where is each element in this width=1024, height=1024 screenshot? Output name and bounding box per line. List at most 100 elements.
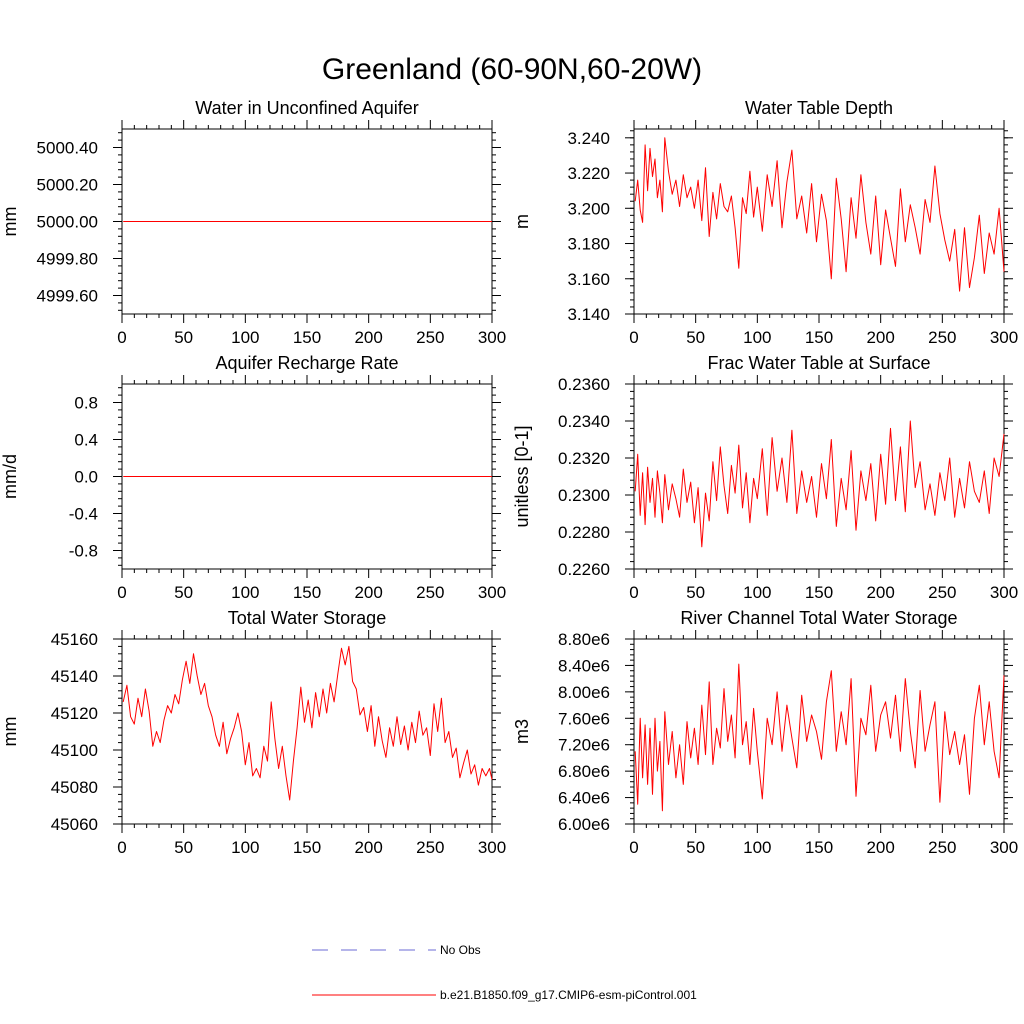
panel-water-in-unconfined-aquifer-ytick-label: 5000.00 [37,213,98,232]
panel-frac-water-table-at-surface-ytick-label: 0.2360 [558,375,610,394]
panel-water-in-unconfined-aquifer-ytick-label: 4999.80 [37,250,98,269]
panel-water-in-unconfined-aquifer-xtick-label: 150 [293,328,321,347]
panel-aquifer-recharge-rate-xtick-label: 300 [478,583,506,602]
panel-total-water-storage-xtick-label: 100 [231,838,259,857]
panel-total-water-storage-xtick-label: 0 [117,838,126,857]
panel-river-channel-total-water-storage-title: River Channel Total Water Storage [680,608,957,628]
panel-total-water-storage-ytick-label: 45160 [51,630,98,649]
panel-total-water-storage-xtick-label: 200 [354,838,382,857]
panel-total-water-storage-series-line [122,645,493,801]
panel-frac-water-table-at-surface-ytick-label: 0.2300 [558,486,610,505]
panel-water-in-unconfined-aquifer-xtick-label: 100 [231,328,259,347]
panel-aquifer-recharge-rate-xtick-label: 200 [354,583,382,602]
panel-river-channel-total-water-storage-xtick-label: 100 [743,838,771,857]
panel-aquifer-recharge-rate-xtick-label: 100 [231,583,259,602]
panel-water-table-depth-ytick-label: 3.160 [567,270,610,289]
panel-water-in-unconfined-aquifer: Water in Unconfined Aquifer 0 50 100 150 200 2… [0,98,506,347]
panel-river-channel-total-water-storage-ytick-label: 8.40e6 [558,656,610,675]
panel-total-water-storage-ytick-label: 45120 [51,704,98,723]
panel-river-channel-total-water-storage-ylabel: m3 [512,719,532,744]
panel-water-in-unconfined-aquifer-ylabel: mm [0,207,20,237]
main-title: Greenland (60-90N,60-20W) [322,53,702,86]
panel-aquifer-recharge-rate-ytick-label: -0.4 [69,505,98,524]
panel-aquifer-recharge-rate-title: Aquifer Recharge Rate [215,353,398,373]
panel-total-water-storage-xtick-label: 150 [293,838,321,857]
panel-water-in-unconfined-aquifer-xtick-label: 200 [354,328,382,347]
panel-frac-water-table-at-surface-ytick-label: 0.2320 [558,449,610,468]
panel-water-in-unconfined-aquifer-xtick-label: 0 [117,328,126,347]
panel-water-in-unconfined-aquifer-title: Water in Unconfined Aquifer [195,98,418,118]
panel-total-water-storage-ylabel: mm [0,717,20,747]
panel-water-in-unconfined-aquifer-ytick-label: 4999.60 [37,287,98,306]
panel-total-water-storage-frame [121,638,493,825]
panel-river-channel-total-water-storage-ytick-label: 8.00e6 [558,683,610,702]
panel-water-table-depth-ytick-label: 3.180 [567,235,610,254]
panel-water-table-depth-ytick-label: 3.240 [567,129,610,148]
panel-water-table-depth-series-line [634,137,1005,292]
panel-river-channel-total-water-storage-frame [633,638,1005,825]
panel-frac-water-table-at-surface-ytick-label: 0.2280 [558,523,610,542]
panel-frac-water-table-at-surface-xtick-label: 0 [629,583,638,602]
panel-river-channel-total-water-storage-xtick-label: 150 [805,838,833,857]
panel-total-water-storage-title: Total Water Storage [228,608,386,628]
panel-water-table-depth-xtick-label: 300 [990,328,1018,347]
panel-water-table-depth-xtick-label: 150 [805,328,833,347]
panel-river-channel-total-water-storage-ytick-label: 6.00e6 [558,815,610,834]
panel-frac-water-table-at-surface-xtick-label: 150 [805,583,833,602]
panel-water-table-depth-xtick-label: 200 [866,328,894,347]
panel-river-channel-total-water-storage: River Channel Total Water Storage 0 50 100 1… [512,608,1018,857]
panel-river-channel-total-water-storage-ytick-label: 6.80e6 [558,762,610,781]
panel-aquifer-recharge-rate-ytick-label: 0.4 [74,431,98,450]
panel-total-water-storage-ytick-label: 45140 [51,667,98,686]
panel-total-water-storage-xtick-label: 50 [174,838,193,857]
legend-label-no-obs: No Obs [440,943,481,957]
panel-river-channel-total-water-storage-xtick-label: 0 [629,838,638,857]
panel-water-table-depth-ytick-label: 3.220 [567,164,610,183]
panel-water-in-unconfined-aquifer-xtick-label: 300 [478,328,506,347]
panel-water-in-unconfined-aquifer-xtick-label: 250 [416,328,444,347]
panel-aquifer-recharge-rate-xtick-label: 0 [117,583,126,602]
panel-frac-water-table-at-surface-xtick-label: 200 [866,583,894,602]
panel-aquifer-recharge-rate-ytick-label: 0.8 [74,394,98,413]
panel-river-channel-total-water-storage-series-line [634,663,1005,812]
panel-aquifer-recharge-rate-xtick-label: 250 [416,583,444,602]
panel-aquifer-recharge-rate-xtick-label: 150 [293,583,321,602]
panel-river-channel-total-water-storage-xtick-label: 50 [686,838,705,857]
panel-water-table-depth-ytick-label: 3.200 [567,199,610,218]
panel-water-in-unconfined-aquifer-ytick-label: 5000.40 [37,139,98,158]
panel-aquifer-recharge-rate-ytick-label: -0.8 [69,542,98,561]
panel-frac-water-table-at-surface-series-line [634,420,1005,548]
panel-frac-water-table-at-surface: Frac Water Table at Surface 0 50 100 150 200 2… [512,353,1018,602]
panel-water-table-depth-xtick-label: 250 [928,328,956,347]
panel-water-table-depth-xtick-label: 0 [629,328,638,347]
panel-aquifer-recharge-rate-ylabel: mm/d [0,454,20,499]
panel-river-channel-total-water-storage-xtick-label: 200 [866,838,894,857]
panel-total-water-storage-xtick-label: 250 [416,838,444,857]
panel-river-channel-total-water-storage-ytick-label: 6.40e6 [558,789,610,808]
panel-frac-water-table-at-surface-frame [633,383,1005,570]
panel-frac-water-table-at-surface-xtick-label: 50 [686,583,705,602]
panel-aquifer-recharge-rate-xtick-label: 50 [174,583,193,602]
panel-frac-water-table-at-surface-ylabel: unitless [0-1] [512,425,532,527]
panel-aquifer-recharge-rate-ytick-label: 0.0 [74,468,98,487]
panel-river-channel-total-water-storage-ytick-label: 7.60e6 [558,709,610,728]
legend-label-model: b.e21.B1850.f09_g17.CMIP6-esm-piControl.… [440,988,697,1002]
panel-frac-water-table-at-surface-title: Frac Water Table at Surface [707,353,930,373]
panel-river-channel-total-water-storage-xtick-label: 300 [990,838,1018,857]
panel-water-table-depth-xtick-label: 50 [686,328,705,347]
panel-water-table-depth-ytick-label: 3.140 [567,305,610,324]
panel-river-channel-total-water-storage-xtick-label: 250 [928,838,956,857]
legend: No Obs b.e21.B1850.f09_g17.CMIP6-esm-piC… [312,943,697,1002]
panel-total-water-storage: Total Water Storage 0 50 100 150 200 250 300 450… [0,608,506,857]
panel-total-water-storage-ytick-label: 45080 [51,778,98,797]
panel-frac-water-table-at-surface-xtick-label: 250 [928,583,956,602]
panel-water-in-unconfined-aquifer-ytick-label: 5000.20 [37,176,98,195]
panel-frac-water-table-at-surface-ytick-label: 0.2260 [558,560,610,579]
panel-river-channel-total-water-storage-ytick-label: 8.80e6 [558,630,610,649]
panel-river-channel-total-water-storage-ytick-label: 7.20e6 [558,736,610,755]
panel-frac-water-table-at-surface-xtick-label: 300 [990,583,1018,602]
panel-water-table-depth-ylabel: m [512,214,532,229]
panel-water-table-depth-title: Water Table Depth [745,98,893,118]
panel-aquifer-recharge-rate: Aquifer Recharge Rate 0 50 100 150 200 250 300 -… [0,353,506,602]
